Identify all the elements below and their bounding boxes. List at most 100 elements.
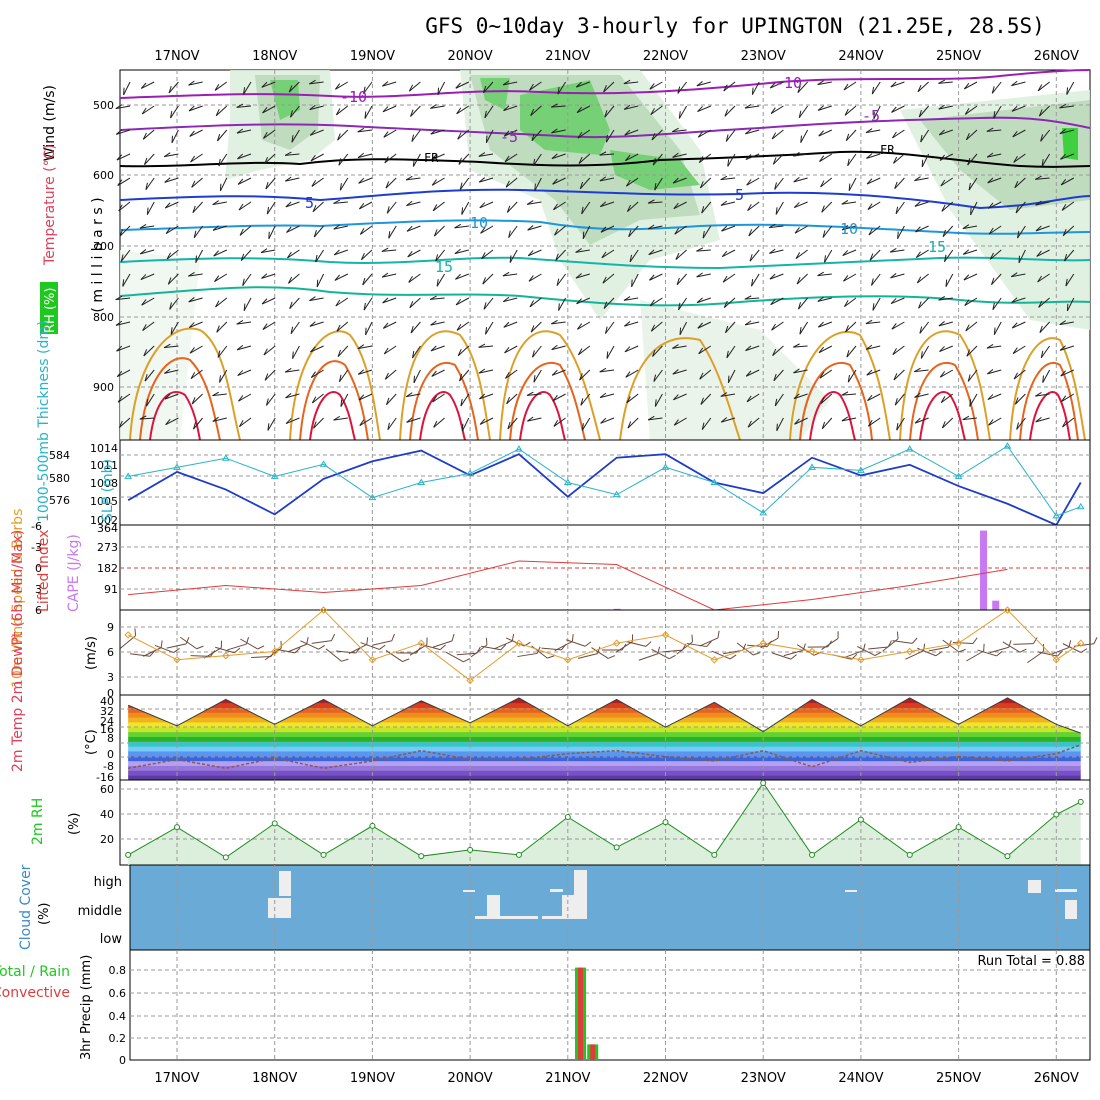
wind-barb [505,369,518,379]
wind-barb-flag [141,107,147,115]
wind-barb-flag [699,372,704,380]
wind-barb-flag [792,343,800,348]
wind-barb-flag [551,153,558,159]
wind-barb-shaft [217,345,228,358]
wind-barb [914,417,929,424]
wind-barb-shaft [986,345,1002,349]
wind-barb-shaft [993,321,1002,335]
wind-barb [1014,393,1026,405]
label-minus10-b: -10 [775,74,802,92]
wind-barb-flag [624,321,631,327]
wind-barb-flag [436,279,439,287]
wind10-marker [124,631,132,639]
wind-barb-flag [431,370,437,377]
temp2m-label: 2m Temp 2m DewPt (6hr Min/Max) [10,530,26,772]
y-tick-label: 6 [35,604,42,617]
wind-barb [285,393,300,399]
wind-barb-flag [431,179,437,186]
wind-barb-shaft [624,321,639,327]
wind-barb [528,273,542,282]
wind-barb-flag [1011,322,1018,329]
wind-barb [531,129,542,142]
wind-barb-shaft [479,417,494,425]
wind-barb-flag [962,415,970,421]
wind-barb [869,249,881,261]
wind-barb-shaft [503,105,518,112]
wind-barb-flag [892,348,897,355]
wind-barb [171,129,179,144]
wind-barb-shaft [967,369,978,382]
wind-barb-shaft [431,369,445,377]
precip-panel: 0.80.60.40.20 Run Total = 0.88 Total / R… [0,949,1091,1067]
wind-barb [145,177,155,191]
wind10-barb-flag [1043,644,1045,652]
wind-barb-shaft [388,225,397,239]
temp-band [128,726,1081,733]
wind-barb-shaft [410,105,421,117]
wind-barb-flag [430,345,437,352]
wind-barb-shaft [408,273,421,283]
wind-barb [1040,129,1050,142]
wind-barb [335,105,349,116]
wind-barb-flag [291,135,294,143]
label-plus5-b: 5 [735,186,744,204]
wind-barb-shaft [1040,129,1050,142]
wind-barb-shaft [672,129,687,133]
wind-barb-shaft [339,369,349,383]
wind-barb-shaft [700,393,712,405]
wind-barb-shaft [698,129,712,138]
wind-barb-shaft [817,297,832,302]
contour-labels: -10 -10 -5 -5 FR FR 5 5 10 10 15 15 [305,74,946,276]
wind-barb-flag [240,253,245,261]
wind-barb-flag [406,200,413,207]
wind-barb [533,369,542,383]
wind-barb [115,320,131,326]
wind-barb-shaft [1012,129,1026,138]
cape-bar [992,600,1000,610]
wind-barb [793,152,808,157]
wind10-barb [699,630,720,647]
wind-barb [289,297,300,310]
wind-barb [190,369,203,380]
wind-barb-flag [723,300,728,308]
wind-barb [188,105,203,112]
wind10-barb-shaft [493,640,513,650]
wind10-barb [166,637,190,649]
wind-barb [1059,128,1074,135]
wind-barb-flag [847,158,850,166]
wind-barb-shaft [481,249,494,260]
wind-barb [745,345,760,352]
wind-barb-shaft [746,393,760,403]
wind-barb-shaft [938,297,953,301]
wind-barb-shaft [964,81,978,90]
wind-barb-shaft [580,393,591,406]
wind-barb [897,225,905,239]
wind-barb-shaft [312,393,324,404]
wind-barb-shaft [164,345,179,349]
wind-barb-flag [768,223,776,229]
wind-barb-shaft [236,321,252,325]
wind10-barb [966,643,985,662]
wind-barb-shaft [116,345,131,352]
wind-barb [769,81,784,89]
wind-barb-shaft [986,129,1002,132]
wind-barb [842,249,857,257]
wind10-barb-shaft [348,644,368,654]
wind-barb-shaft [893,153,905,164]
wind-barb [359,225,373,235]
wind-barb-shaft [674,225,687,235]
wind-barb-shaft [745,129,760,135]
wind-barb [624,321,639,327]
wind-barb-flag [675,252,680,260]
wind-barb-flag [214,84,220,91]
wind-barb [577,345,591,356]
contour-plus25a [129,327,1086,441]
wind-barb [624,345,639,353]
y-tick-label: 60 [100,783,114,796]
wind-barb-flag [288,276,293,284]
wind10-barb [385,649,410,663]
cloud-bar-21nov-high2 [550,889,563,892]
wind-barb-shaft [190,369,203,380]
slp-marker [417,478,426,485]
